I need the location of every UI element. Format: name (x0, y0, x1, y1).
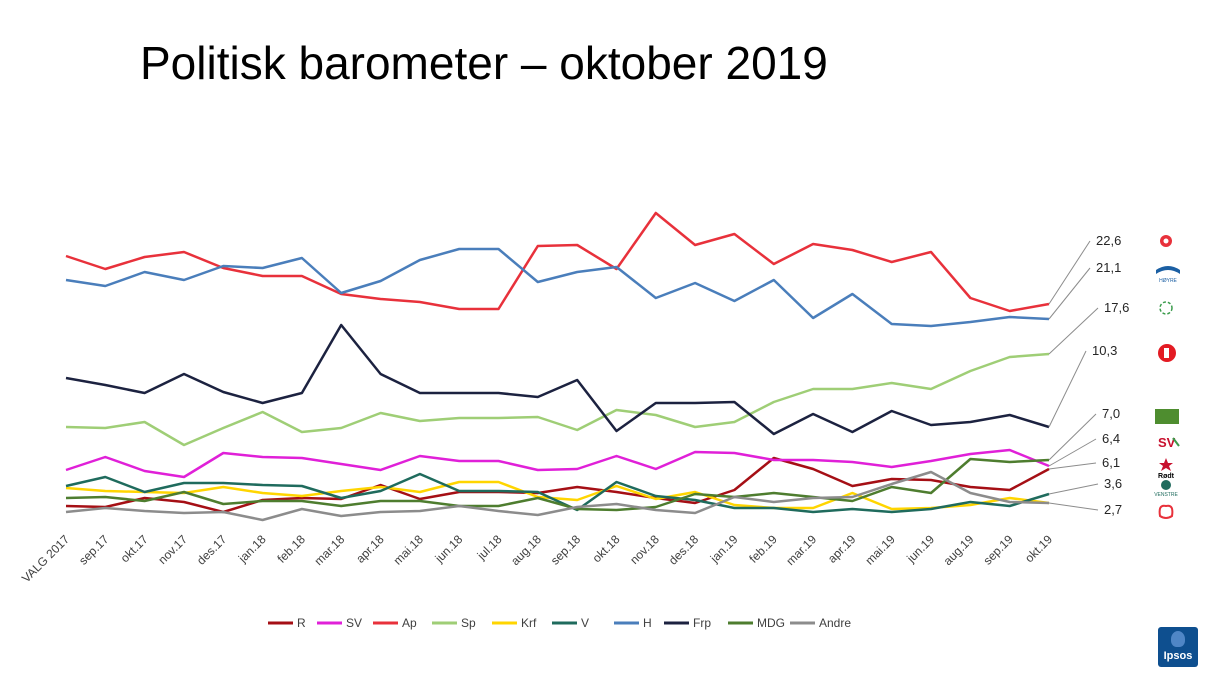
end-label-mdg: 7,0 (1102, 406, 1120, 421)
legend-label-v: V (581, 616, 589, 630)
x-tick-label: feb.19 (746, 532, 780, 566)
x-tick-label: apr.18 (353, 532, 387, 566)
end-label-sp: 17,6 (1104, 300, 1129, 315)
leader-line-krf (1048, 502, 1099, 511)
svg-text:SV: SV (1158, 435, 1176, 450)
svg-text:Rødt: Rødt (1158, 473, 1175, 480)
x-tick-label: mai.19 (862, 532, 898, 568)
sp-logo-icon (1159, 301, 1173, 315)
ipsos-logo: Ipsos (1158, 627, 1198, 667)
series-line-v (65, 472, 1050, 514)
leader-line-frp (1048, 350, 1087, 428)
series-line-andre (65, 470, 1050, 522)
series-line-sv (65, 448, 1050, 479)
series-lines (65, 211, 1050, 522)
venstre-logo-icon: VENSTRE (1154, 480, 1178, 498)
x-tick-label: sep.19 (980, 532, 1016, 568)
leader-line-r (1048, 462, 1097, 470)
x-tick-label: jul.18 (474, 532, 505, 563)
leader-line-sv (1048, 438, 1097, 467)
end-label-h: 21,1 (1096, 260, 1121, 275)
legend-label-mdg: MDG (757, 616, 785, 630)
x-tick-label: sep.18 (548, 532, 584, 568)
legend-label-r: R (297, 616, 306, 630)
x-tick-label: aug.18 (508, 532, 544, 568)
end-label-leaders (1048, 240, 1099, 511)
party-logos: HØYRE SV Rødt VENSTRE (1154, 235, 1180, 519)
legend: R SV Ap Sp Krf V H Frp MDG Andre (268, 616, 851, 630)
x-tick-label: sep.17 (76, 532, 112, 568)
x-tick-label: des.18 (666, 532, 702, 568)
end-label-sv: 6,4 (1102, 431, 1120, 446)
x-tick-label: jan.19 (707, 532, 741, 566)
legend-label-frp: Frp (693, 616, 711, 630)
x-axis-ticks: VALG 2017 sep.17 okt.17 nov.17 des.17 jan.18 f… (19, 532, 1055, 585)
series-line-frp (65, 323, 1050, 436)
x-tick-label: jun.19 (903, 532, 937, 566)
x-tick-label: mai.18 (391, 532, 427, 568)
legend-label-ap: Ap (402, 616, 417, 630)
leader-line-h (1048, 267, 1091, 320)
x-tick-label: okt.17 (118, 532, 151, 565)
x-tick-label: jan.18 (235, 532, 269, 566)
end-labels: 22,6 21,1 17,6 10,3 7,0 6,4 6,1 3,6 2,7 (1092, 233, 1129, 517)
series-line-r (65, 456, 1050, 514)
series-line-krf (65, 480, 1050, 511)
x-tick-label: okt.18 (590, 532, 623, 565)
sv-logo-icon: SV (1158, 435, 1180, 450)
leader-line-v (1048, 483, 1099, 495)
frp-logo-icon (1158, 344, 1176, 362)
svg-text:HØYRE: HØYRE (1159, 278, 1177, 284)
x-tick-label: nov.18 (627, 532, 662, 567)
legend-label-h: H (643, 616, 652, 630)
x-tick-label: feb.18 (275, 532, 309, 566)
page-title: Politisk barometer – oktober 2019 (140, 37, 828, 89)
x-tick-label: mar.18 (312, 532, 348, 568)
end-label-v: 3,6 (1104, 476, 1122, 491)
series-line-h (65, 247, 1050, 328)
end-label-frp: 10,3 (1092, 343, 1117, 358)
rodt-logo-icon: Rødt (1158, 458, 1175, 480)
leader-line-ap (1048, 240, 1091, 305)
krf-logo-icon (1158, 504, 1174, 519)
mdg-logo-icon (1155, 409, 1179, 424)
ipsos-logo-text: Ipsos (1163, 650, 1193, 662)
series-line-mdg (65, 457, 1050, 512)
x-tick-label: des.17 (194, 532, 230, 568)
series-line-ap (65, 211, 1050, 313)
hoyre-logo-icon: HØYRE (1156, 266, 1180, 284)
x-tick-label: nov.17 (155, 532, 190, 567)
legend-label-sv: SV (346, 616, 362, 630)
end-label-r: 6,1 (1102, 455, 1120, 470)
legend-label-andre: Andre (819, 616, 851, 630)
end-label-krf: 2,7 (1104, 502, 1122, 517)
series-line-sp (65, 352, 1050, 447)
svg-text:VENSTRE: VENSTRE (1154, 492, 1178, 498)
legend-label-krf: Krf (521, 616, 537, 630)
leader-line-sp (1048, 307, 1099, 355)
ap-rose-icon (1160, 235, 1172, 247)
x-tick-label: VALG 2017 (19, 532, 72, 585)
ipsos-mark-icon (1171, 631, 1185, 647)
leader-line-mdg (1048, 413, 1097, 461)
x-tick-label: aug.19 (941, 532, 977, 568)
x-tick-label: apr.19 (825, 532, 859, 566)
end-label-ap: 22,6 (1096, 233, 1121, 248)
x-tick-label: mar.19 (783, 532, 819, 568)
x-tick-label: jun.18 (432, 532, 466, 566)
legend-label-sp: Sp (461, 616, 476, 630)
x-tick-label: okt.19 (1022, 532, 1055, 565)
